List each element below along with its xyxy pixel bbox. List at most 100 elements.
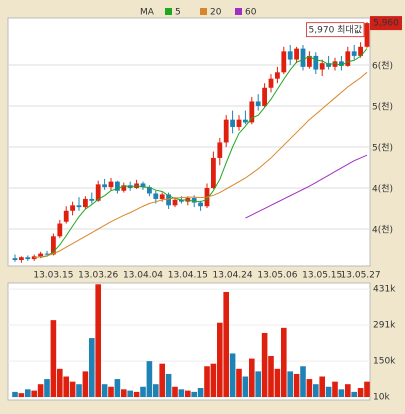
x-tick-label: 13.05.06 <box>257 271 297 281</box>
candle-body <box>153 193 159 199</box>
y-tick-label: 431k <box>373 285 396 295</box>
y-tick-label: 4(천) <box>372 184 393 195</box>
candle-body <box>236 119 242 127</box>
candle-body <box>76 205 82 208</box>
volume-bar <box>57 368 63 397</box>
volume-bar <box>76 384 82 397</box>
candle-body <box>159 194 165 199</box>
volume-bar <box>153 384 159 397</box>
candle-body <box>262 87 267 107</box>
volume-bar <box>357 388 364 397</box>
candle-body <box>19 257 24 260</box>
candle-body <box>147 187 152 194</box>
x-tick-label: 13.03.15 <box>33 271 73 281</box>
volume-bar <box>268 356 274 397</box>
candle-body <box>230 119 235 127</box>
volume-bar <box>313 384 319 397</box>
candle-body <box>358 46 363 56</box>
x-tick-label: 13.04.24 <box>213 271 253 281</box>
candle-body <box>307 55 312 67</box>
candle-body <box>95 184 101 201</box>
max-label: 5,970 최대값 <box>309 24 362 36</box>
ma-line <box>34 71 368 259</box>
volume-bar <box>229 353 236 397</box>
candle-body <box>83 198 88 208</box>
candle-body <box>249 101 255 123</box>
candle-body <box>51 236 56 255</box>
volume-bar <box>210 363 217 397</box>
volume-bar <box>217 322 223 397</box>
volume-bar <box>89 338 95 397</box>
volume-bar <box>236 368 242 397</box>
volume-bar <box>293 373 300 397</box>
volume-bar <box>197 388 204 397</box>
candle-body <box>179 199 184 202</box>
volume-bar <box>178 389 185 397</box>
candle-body <box>281 51 287 73</box>
y-tick-label: 10k <box>373 393 390 403</box>
volume-bar <box>127 390 133 397</box>
volume-bar <box>44 379 50 397</box>
candle-body <box>255 101 261 107</box>
volume-bar <box>133 391 140 397</box>
legend-swatch <box>235 8 242 15</box>
y-tick-label: 5(천) <box>372 102 393 113</box>
volume-bar <box>255 371 261 397</box>
last-price-label: 5,960 <box>373 19 399 29</box>
volume-bar <box>306 379 313 397</box>
volume-bar <box>249 358 255 397</box>
legend-label: 20 <box>210 8 222 18</box>
y-tick-label: 6(천) <box>372 61 393 72</box>
volume-bar <box>332 381 338 397</box>
volume-bar <box>281 327 287 397</box>
candle-body <box>319 63 325 70</box>
volume-bar <box>25 389 31 397</box>
candle-body <box>70 205 75 211</box>
volume-bar <box>364 381 370 397</box>
volume-bar <box>165 373 172 397</box>
candle-body <box>275 72 280 79</box>
volume-bar <box>95 284 101 397</box>
volume-bar <box>146 361 153 397</box>
x-tick-label: 13.03.26 <box>78 271 118 281</box>
y-tick-label: 4(천) <box>372 225 393 236</box>
y-tick-label: 150k <box>373 357 396 367</box>
candle-body <box>166 194 171 206</box>
candle-body <box>294 48 299 60</box>
volume-bar <box>18 393 25 397</box>
legend-label: 5 <box>175 8 181 18</box>
candle-body <box>351 51 357 56</box>
volume-bar <box>172 386 178 397</box>
volume-bar <box>345 384 351 397</box>
candle-body <box>223 119 229 143</box>
candle-body <box>38 253 43 257</box>
volume-bar <box>274 368 281 397</box>
candle-body <box>345 51 351 66</box>
candle-body <box>211 157 216 189</box>
volume-bar <box>204 366 210 397</box>
volume-bar <box>287 371 293 397</box>
candle-body <box>332 61 338 67</box>
candle-body <box>191 198 197 203</box>
candle-body <box>268 78 274 88</box>
volume-bar <box>351 391 357 397</box>
candle-body <box>115 181 120 191</box>
candle-body <box>140 183 146 188</box>
volume-bar <box>69 381 76 397</box>
candle-body <box>12 258 18 260</box>
volume-bar <box>338 389 345 397</box>
candle-body <box>172 199 178 206</box>
candle-body <box>31 256 37 260</box>
volume-bar <box>114 379 121 397</box>
x-tick-label: 13.05.27 <box>341 271 381 281</box>
volume-bar <box>159 363 165 397</box>
volume-bar <box>50 320 57 397</box>
candle-body <box>57 223 63 237</box>
volume-bar <box>121 389 127 397</box>
candle-body <box>89 198 95 201</box>
candle-body <box>44 253 50 255</box>
volume-bar <box>63 376 69 397</box>
x-tick-label: 13.05.15 <box>302 271 342 281</box>
volume-bar <box>325 386 332 397</box>
